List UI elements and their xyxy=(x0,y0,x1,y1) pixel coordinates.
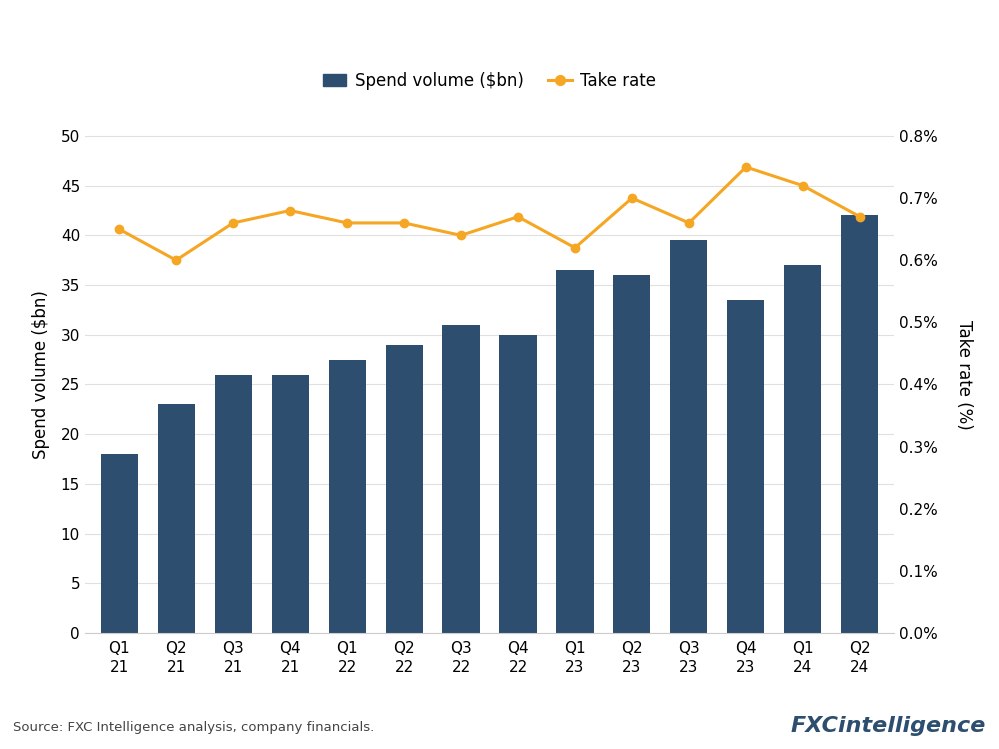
Y-axis label: Spend volume ($bn): Spend volume ($bn) xyxy=(32,290,50,459)
Bar xyxy=(841,216,878,633)
Y-axis label: Take rate (%): Take rate (%) xyxy=(954,320,972,429)
Bar xyxy=(727,300,764,633)
Bar xyxy=(500,335,536,633)
Text: FXCintelligence: FXCintelligence xyxy=(790,715,986,736)
Legend: Spend volume ($bn), Take rate: Spend volume ($bn), Take rate xyxy=(317,65,662,97)
Text: Source: FXC Intelligence analysis, company financials.: Source: FXC Intelligence analysis, compa… xyxy=(13,721,375,734)
Text: Corpay spend volumes rise, take rate sees slight decline: Corpay spend volumes rise, take rate see… xyxy=(13,34,812,58)
Bar xyxy=(329,360,366,633)
Bar xyxy=(101,454,138,633)
Bar xyxy=(784,265,821,633)
Bar xyxy=(556,270,593,633)
Bar xyxy=(272,374,309,633)
Bar xyxy=(215,374,252,633)
Bar xyxy=(613,275,650,633)
Bar xyxy=(670,240,707,633)
Bar xyxy=(386,345,423,633)
Bar xyxy=(158,404,195,633)
Bar xyxy=(443,325,480,633)
Text: Division quarterly spend volume and net revenues per $ spend (take rate): Division quarterly spend volume and net … xyxy=(13,102,631,121)
